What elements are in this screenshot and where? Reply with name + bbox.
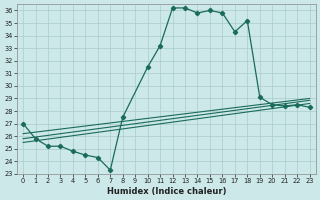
- X-axis label: Humidex (Indice chaleur): Humidex (Indice chaleur): [107, 187, 226, 196]
